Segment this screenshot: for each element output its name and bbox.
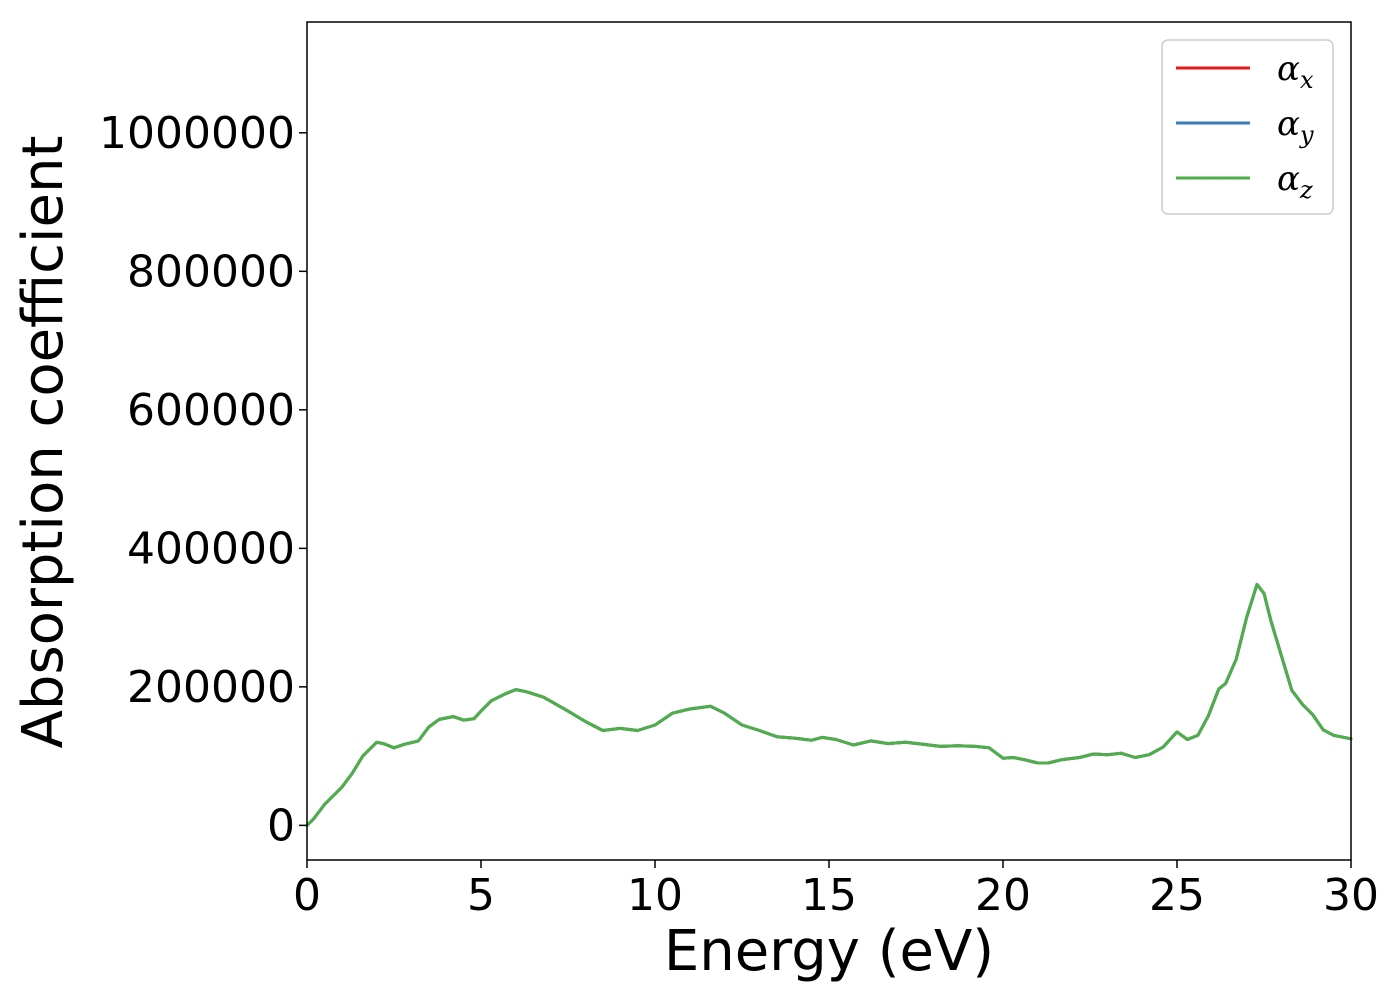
series-line-z (305, 582, 1353, 827)
x-tick-label: 20 (975, 870, 1031, 921)
x-tick-label: 0 (293, 870, 321, 921)
legend-label-x: αx (1277, 49, 1314, 94)
axis-ticks: 0 5 10 15 20 25 30 0 200000 400000 600000 800000 100… (99, 108, 1379, 921)
y-axis-title: Absorption coefficient (11, 136, 76, 749)
x-tick-label: 30 (1323, 870, 1379, 921)
x-axis-title: Energy (eV) (664, 919, 994, 984)
legend-box (1161, 39, 1334, 215)
plot-area (305, 582, 1353, 827)
x-tick-label: 5 (467, 870, 495, 921)
y-tick-label: 600000 (127, 385, 295, 436)
x-tick-label: 15 (801, 870, 857, 921)
series-line-y (305, 582, 1353, 827)
y-tick-label: 800000 (127, 246, 295, 297)
legend-label-y: αy (1277, 104, 1314, 149)
y-tick-label: 400000 (127, 523, 295, 574)
legend-label-z: αz (1277, 159, 1313, 204)
x-tick-label: 25 (1149, 870, 1205, 921)
y-tick-label: 1000000 (99, 108, 295, 159)
x-tick-label: 10 (627, 870, 683, 921)
series-line-x (305, 582, 1353, 827)
y-tick-label: 200000 (127, 662, 295, 713)
y-tick-label: 0 (267, 800, 295, 851)
legend: αx αy αz (1161, 39, 1334, 215)
